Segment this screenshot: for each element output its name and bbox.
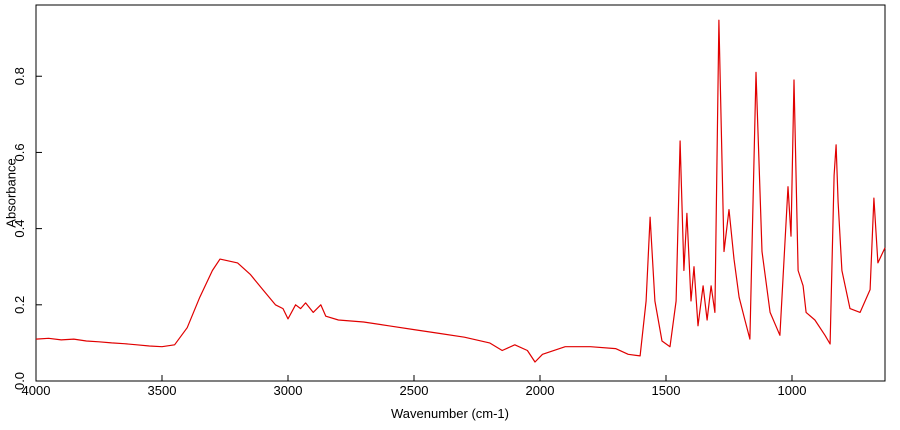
x-tick-label: 1500 xyxy=(652,383,681,398)
x-tick-label: 3000 xyxy=(274,383,303,398)
x-tick-label: 1000 xyxy=(778,383,807,398)
spectrum-line xyxy=(35,19,886,363)
y-tick-label: 0.0 xyxy=(12,372,27,390)
y-tick-label: 0.2 xyxy=(12,296,27,314)
y-tick-label: 0.4 xyxy=(12,220,27,238)
y-tick-label: 0.6 xyxy=(12,143,27,161)
plot-frame xyxy=(35,4,886,382)
y-axis-label: Absorbance xyxy=(3,158,18,227)
x-tick-label: 2000 xyxy=(526,383,555,398)
y-tick-label: 0.8 xyxy=(12,67,27,85)
x-axis-label: Wavenumber (cm-1) xyxy=(391,406,509,421)
x-tick-label: 3500 xyxy=(148,383,177,398)
x-tick-label: 2500 xyxy=(400,383,429,398)
x-tick-label: 4000 xyxy=(22,383,51,398)
